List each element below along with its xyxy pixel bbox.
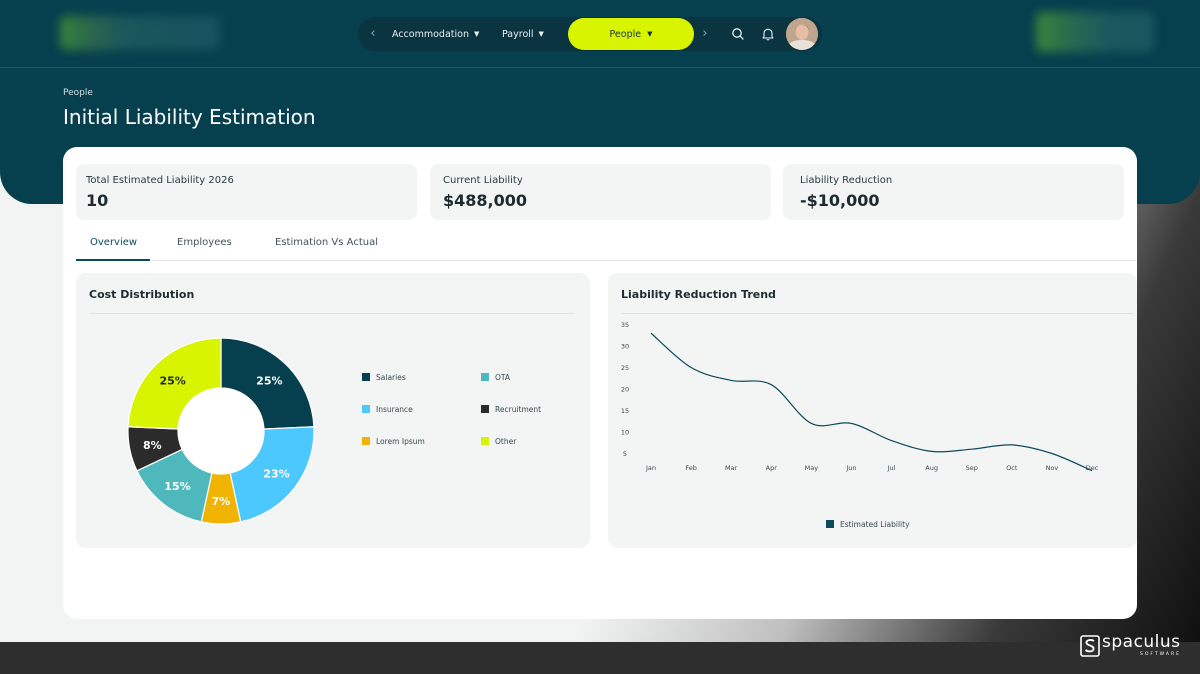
legend-swatch — [362, 405, 370, 413]
x-tick-label: Aug — [925, 464, 938, 472]
breadcrumb[interactable]: People — [63, 88, 93, 98]
stat-label: Current Liability — [443, 175, 523, 186]
series-line-estimated-liability[interactable] — [650, 332, 1093, 472]
x-tick-label: Nov — [1046, 464, 1059, 472]
y-tick-label: 30 — [621, 343, 629, 351]
donut-data-label: 23% — [263, 468, 289, 481]
x-tick-label: Feb — [685, 464, 697, 472]
line-chart: 35 30 25 20 15 10 5 Jan Feb Mar Apr May Jun Jul Aug Sep… — [621, 321, 1099, 472]
legend-label: Lorem Ipsum — [376, 437, 425, 446]
x-tick-label: Mar — [725, 464, 738, 472]
liability-trend-panel: Liability Reduction Trend 35 30 25 20 15 10 5 J… — [608, 273, 1137, 548]
right-logo-blurred[interactable] — [1036, 12, 1154, 52]
legend-item-ota[interactable]: OTA — [481, 373, 510, 382]
nav-item-label: Payroll — [502, 29, 534, 40]
legend-swatch — [481, 373, 489, 381]
donut-data-label: 25% — [256, 374, 282, 387]
bell-icon[interactable] — [759, 25, 777, 43]
y-tick-label: 20 — [621, 386, 629, 394]
company-logo-blurred[interactable] — [60, 16, 220, 50]
x-tick-label: May — [805, 464, 819, 472]
panel-divider — [89, 313, 575, 314]
caret-down-icon: ▼ — [647, 30, 653, 38]
chevron-left-icon[interactable]: ‹ — [370, 26, 376, 41]
legend-swatch — [481, 437, 489, 445]
donut-data-label: 15% — [164, 480, 190, 493]
x-tick-label: Sep — [966, 464, 978, 472]
legend-swatch — [481, 405, 489, 413]
legend-label: Insurance — [376, 405, 413, 414]
brand-subtitle: SOFTWARE — [1140, 652, 1181, 657]
nav-item-accommodation[interactable]: Accommodation ▼ — [392, 17, 479, 51]
caret-down-icon: ▼ — [473, 30, 480, 38]
y-tick-label: 25 — [621, 364, 629, 372]
tab-employees[interactable]: Employees — [177, 237, 232, 248]
x-tick-label: Apr — [766, 464, 778, 472]
legend-label: Estimated Liability — [840, 520, 910, 529]
nav-item-people[interactable]: People ▼ — [568, 18, 694, 50]
stat-label: Total Estimated Liability 2026 — [86, 175, 234, 186]
nav-item-label: People — [609, 29, 642, 40]
top-navigation: ‹ Accommodation ▼ Payroll ▼ People ▼ › — [358, 17, 822, 51]
y-tick-label: 10 — [621, 429, 629, 437]
donut-chart: 25% 23% 7% 15% 8% 25% — [127, 337, 315, 525]
legend-swatch — [362, 437, 370, 445]
tab-estimation-vs-actual[interactable]: Estimation Vs Actual — [275, 237, 378, 248]
brand-name: spaculus — [1102, 632, 1181, 652]
user-photo — [786, 18, 818, 50]
y-tick-label: 5 — [623, 450, 627, 458]
stat-card-current-liability: Current Liability $488,000 — [430, 164, 771, 220]
legend-item-lorem-ipsum[interactable]: Lorem Ipsum — [362, 437, 425, 446]
main-card: Total Estimated Liability 2026 10 Curren… — [63, 147, 1137, 619]
cost-distribution-panel: Cost Distribution 25% 23% 7% 15% 8% 25% Salar… — [76, 273, 590, 548]
donut-data-label: 25% — [159, 374, 185, 387]
panel-divider — [621, 313, 1133, 314]
x-tick-label: Oct — [1006, 464, 1018, 472]
donut-hole — [178, 388, 264, 474]
line-legend: Estimated Liability — [826, 520, 910, 529]
legend-item-other[interactable]: Other — [481, 437, 516, 446]
bottom-band — [0, 642, 1200, 674]
donut-data-label: 8% — [143, 439, 162, 452]
y-tick-label: 35 — [621, 321, 629, 329]
legend-label: Other — [495, 437, 517, 446]
chevron-right-icon[interactable]: › — [702, 26, 708, 41]
y-tick-label: 15 — [621, 407, 629, 415]
x-tick-label: Dec — [1086, 464, 1099, 472]
stat-value: 10 — [86, 191, 109, 210]
stat-value: $488,000 — [443, 191, 528, 210]
avatar[interactable] — [786, 18, 818, 50]
search-icon[interactable] — [729, 25, 747, 43]
tab-overview[interactable]: Overview — [90, 237, 138, 248]
active-tab-indicator — [76, 259, 150, 261]
brand-watermark: spaculus SOFTWARE — [1080, 632, 1190, 659]
legend-item-insurance[interactable]: Insurance — [362, 405, 413, 414]
panel-title: Liability Reduction Trend — [621, 288, 776, 301]
stat-card-liability-reduction: Liability Reduction -$10,000 — [783, 164, 1124, 220]
stat-card-total-estimated: Total Estimated Liability 2026 10 — [76, 164, 417, 220]
legend-item-salaries[interactable]: Salaries — [362, 373, 406, 382]
stat-label: Liability Reduction — [800, 175, 893, 186]
page-title: Initial Liability Estimation — [63, 105, 316, 129]
nav-item-payroll[interactable]: Payroll ▼ — [502, 17, 544, 51]
legend-label: OTA — [495, 373, 511, 382]
legend-label: Recruitment — [495, 405, 542, 414]
donut-data-label: 7% — [212, 495, 231, 508]
nav-item-label: Accommodation — [392, 29, 469, 40]
tabs-divider — [76, 260, 1136, 261]
legend-label: Salaries — [376, 373, 406, 382]
legend-swatch — [826, 520, 834, 528]
stat-value: -$10,000 — [800, 191, 880, 210]
caret-down-icon: ▼ — [538, 30, 544, 38]
panel-title: Cost Distribution — [89, 288, 195, 301]
legend-swatch — [362, 373, 370, 381]
spaculus-logo-icon — [1080, 635, 1100, 657]
legend-item-recruitment[interactable]: Recruitment — [481, 405, 541, 414]
x-tick-label: Jul — [887, 464, 896, 472]
header-divider — [0, 67, 1200, 68]
x-tick-label: Jan — [645, 464, 656, 472]
x-tick-label: Jun — [845, 464, 856, 472]
